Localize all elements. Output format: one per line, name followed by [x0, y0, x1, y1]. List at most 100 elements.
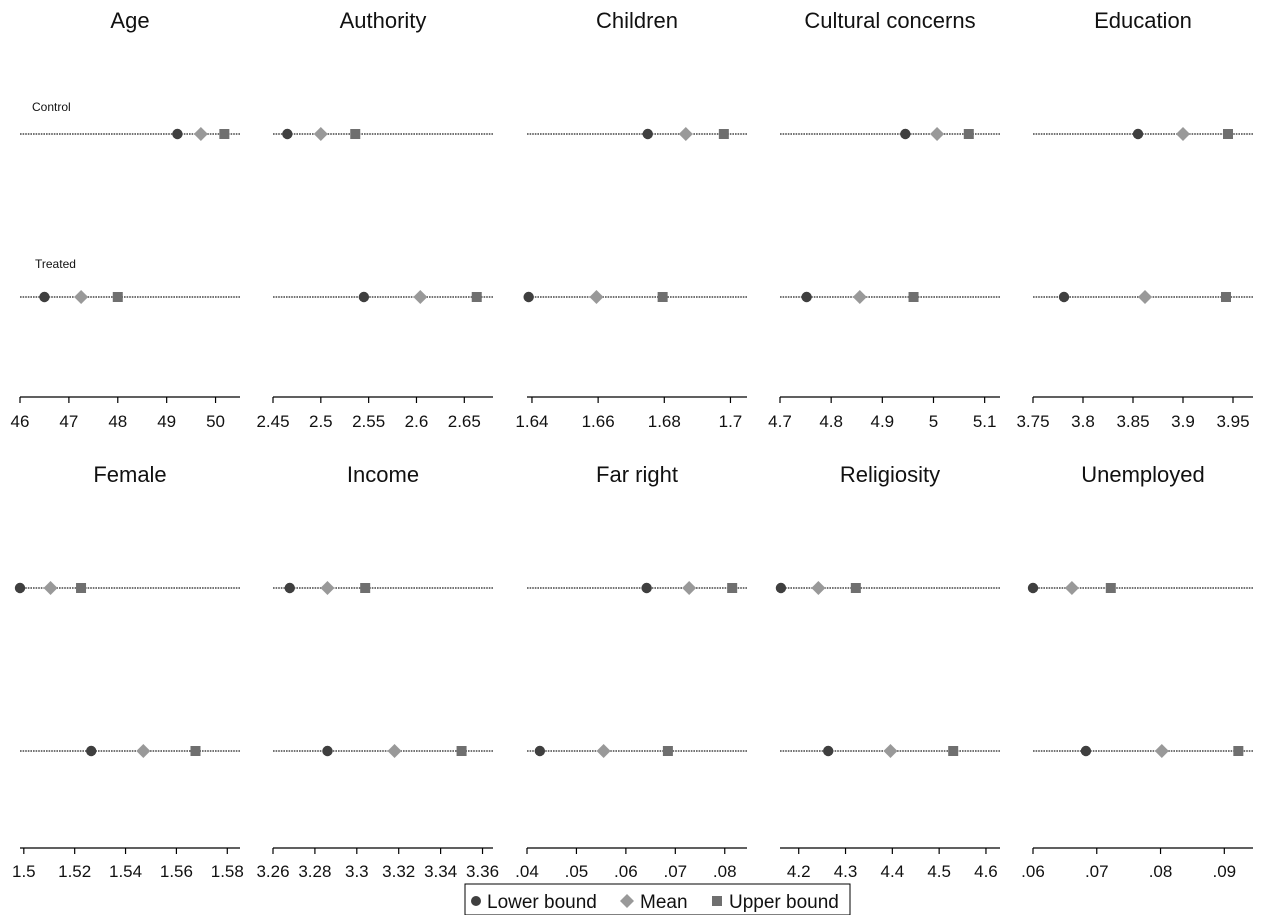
legend-box	[464, 883, 851, 916]
x-tick-label: 4.7	[768, 412, 792, 431]
panel-title-unemployed: Unemployed	[1081, 462, 1205, 487]
lower-bound-marker-control	[1027, 582, 1039, 594]
lower-bound-marker-treated	[1080, 745, 1092, 757]
lower-bound-marker-treated	[801, 291, 812, 303]
x-tick-label: 3.95	[1216, 412, 1249, 431]
upper-bound-marker-treated	[112, 292, 123, 302]
mean-marker-control	[1064, 581, 1079, 595]
x-tick-label: 3.75	[1016, 412, 1049, 431]
upper-bound-marker-control	[219, 129, 230, 139]
lower-bound-marker-control	[642, 128, 653, 140]
upper-bound-marker-control	[718, 129, 729, 139]
mean-marker-treated	[387, 744, 402, 758]
x-tick-label: .07	[663, 862, 687, 881]
mean-marker-control	[193, 127, 208, 141]
x-tick-label: 4.2	[787, 862, 811, 881]
upper-bound-marker-treated	[471, 292, 482, 302]
lower-bound-marker-control	[1132, 128, 1144, 140]
x-tick-label: 49	[157, 412, 176, 431]
upper-bound-marker-treated	[948, 746, 959, 756]
mean-marker-control	[313, 127, 328, 141]
upper-bound-marker-treated	[456, 746, 467, 756]
upper-bound-marker-control	[1105, 583, 1116, 593]
lower-bound-marker-control	[775, 582, 787, 594]
x-tick-label: 5.1	[973, 412, 997, 431]
x-tick-label: 1.58	[211, 862, 244, 881]
panel-religiosity: Religiosity 4.2 4.3 4.4 4.5 4.6	[775, 462, 1000, 881]
lower-bound-marker-control	[282, 128, 293, 140]
x-tick-label: 2.6	[405, 412, 429, 431]
upper-bound-marker-treated	[662, 746, 673, 756]
mean-marker-treated	[413, 290, 428, 304]
upper-bound-marker-treated	[1221, 292, 1231, 302]
upper-bound-marker-control	[350, 129, 361, 139]
x-tick-label: 47	[59, 412, 78, 431]
panel-female: Female 1.5 1.52 1.54 1.56 1.58	[12, 462, 244, 881]
mean-marker-treated	[74, 290, 89, 304]
lower-bound-marker-treated	[823, 745, 834, 757]
mean-marker-control	[682, 581, 697, 595]
panel-title-income: Income	[347, 462, 419, 487]
x-tick-label: 1.54	[109, 862, 142, 881]
x-tick-label: 50	[206, 412, 225, 431]
panel-title-cultural-concerns: Cultural concerns	[804, 8, 975, 33]
upper-bound-marker-control	[727, 583, 738, 593]
upper-bound-marker-control	[963, 129, 974, 139]
panel-title-authority: Authority	[340, 8, 427, 33]
mean-marker-treated	[589, 290, 604, 304]
x-tick-label: 1.66	[582, 412, 615, 431]
x-tick-label: .05	[565, 862, 589, 881]
panel-title-children: Children	[596, 8, 678, 33]
panel-unemployed: Unemployed .06 .07 .08 .09	[1021, 462, 1253, 881]
upper-bound-marker-treated	[1233, 746, 1244, 756]
x-tick-label: 3.9	[1171, 412, 1195, 431]
mean-marker-control	[678, 127, 693, 141]
panel-title-age: Age	[110, 8, 149, 33]
mean-marker-control	[1176, 127, 1190, 141]
legend-lower-bound-label: Lower bound	[487, 892, 597, 913]
mean-marker-control	[811, 581, 826, 595]
row-label-treated: Treated	[35, 257, 76, 271]
x-tick-label: 3.8	[1071, 412, 1095, 431]
lower-bound-marker-control	[14, 582, 26, 594]
x-tick-label: 3.3	[345, 862, 369, 881]
x-tick-label: 1.52	[58, 862, 91, 881]
upper-bound-marker-control	[850, 583, 861, 593]
mean-marker-treated	[1138, 290, 1152, 304]
panel-age: Age 46 47 48 49 50	[11, 8, 240, 431]
lower-bound-marker-control	[284, 582, 295, 594]
panel-income: Income 3.26 3.28 3.3 3.32 3.34 3.36	[256, 462, 499, 881]
x-tick-label: .06	[1021, 862, 1045, 881]
x-tick-label: 1.68	[648, 412, 681, 431]
mean-marker-treated	[852, 290, 867, 304]
lower-bound-marker-control	[641, 582, 652, 594]
row-label-control: Control	[32, 100, 71, 114]
lower-bound-marker-treated	[523, 291, 534, 303]
panel-children: Children 1.64 1.66 1.68 1.7	[515, 8, 747, 431]
lower-bound-marker-control	[900, 128, 911, 140]
x-tick-label: 1.5	[12, 862, 36, 881]
mean-marker-treated	[1154, 744, 1169, 758]
x-tick-label: 2.55	[352, 412, 385, 431]
x-tick-label: .07	[1085, 862, 1109, 881]
panel-authority: Authority 2.45 2.5 2.55 2.6 2.65	[256, 8, 493, 431]
panel-title-religiosity: Religiosity	[840, 462, 940, 487]
legend: Lower bound Mean Upper bound	[464, 883, 851, 916]
upper-bound-marker-control	[360, 583, 371, 593]
mean-marker-control	[43, 581, 58, 595]
x-tick-label: 5	[929, 412, 938, 431]
panel-education: Education 3.75 3.8 3.85 3.9 3.95	[1016, 8, 1253, 431]
x-tick-label: 3.28	[298, 862, 331, 881]
x-tick-label: 4.3	[834, 862, 858, 881]
upper-bound-marker-treated	[190, 746, 201, 756]
x-tick-label: 3.26	[256, 862, 289, 881]
x-tick-label: .09	[1212, 862, 1236, 881]
legend-mean-marker	[620, 894, 634, 908]
x-tick-label: 4.5	[927, 862, 951, 881]
x-tick-label: 3.34	[424, 862, 457, 881]
lower-bound-marker-treated	[534, 745, 546, 757]
x-tick-label: 2.65	[448, 412, 481, 431]
panel-title-female: Female	[93, 462, 166, 487]
lower-bound-marker-treated	[322, 745, 333, 757]
lower-bound-marker-treated	[86, 745, 97, 757]
